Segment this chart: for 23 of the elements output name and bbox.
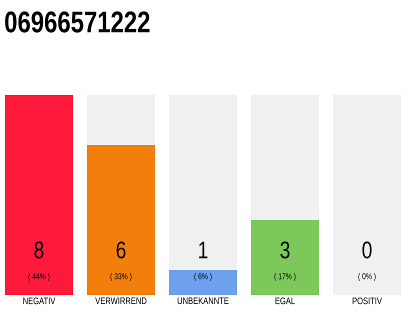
annotation: 1: [199, 242, 208, 258]
x-tick-label: VERWIRREND: [95, 298, 146, 304]
x-tick-label: EGAL: [276, 298, 295, 304]
x-tick-label: POSITIV: [352, 298, 382, 304]
annotation: ( 6% ): [194, 273, 212, 281]
annotation: 0: [362, 242, 372, 258]
bar: [4, 95, 74, 295]
bar: [86, 95, 156, 145]
annotation: 3: [280, 242, 290, 258]
annotation: 8: [34, 242, 44, 258]
bar: [86, 145, 156, 295]
chart-title: 06966571222: [5, 11, 150, 33]
bar: [168, 95, 238, 270]
x-tick-label: UNBEKANNTE: [178, 298, 229, 304]
annotation: ( 0% ): [358, 273, 376, 281]
annotation: ( 33% ): [110, 273, 132, 281]
bar: [250, 220, 320, 295]
bar: [168, 270, 238, 295]
bar: [250, 95, 320, 220]
annotation: ( 17% ): [274, 273, 296, 281]
annotation: ( 44% ): [28, 273, 50, 281]
annotation: 6: [116, 242, 126, 258]
x-tick-label: NEGATIV: [23, 298, 56, 304]
